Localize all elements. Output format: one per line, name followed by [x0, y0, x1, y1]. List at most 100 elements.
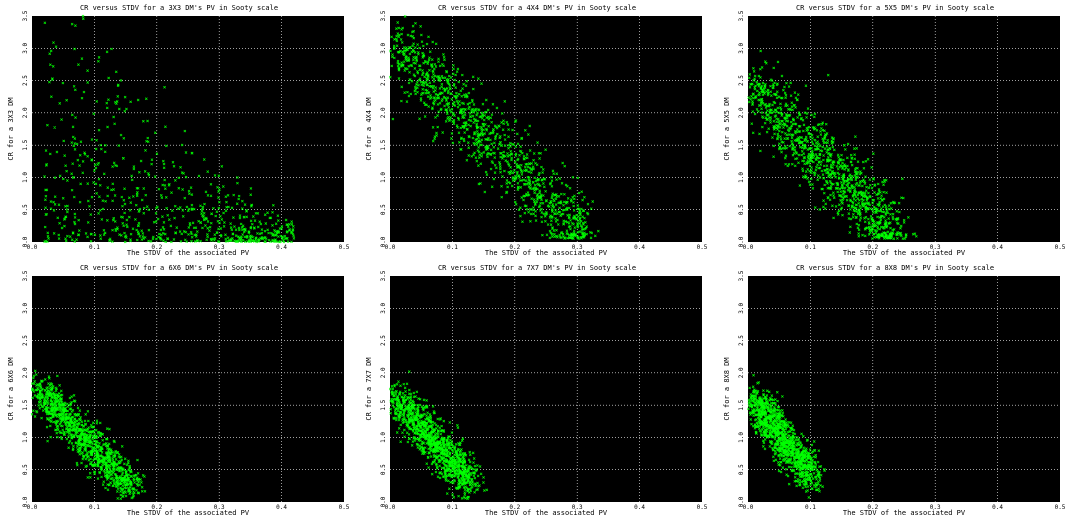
scatter-point: [156, 217, 160, 221]
scatter-point: [238, 214, 242, 217]
scatter-point: [462, 139, 466, 143]
chart-title: CR versus STDV for a 6X6 DM's PV in Soot…: [79, 264, 279, 272]
scatter-point: [165, 206, 168, 210]
scatter-point: [414, 21, 417, 25]
scatter-point: [558, 177, 562, 180]
scatter-point: [826, 196, 830, 199]
scatter-point: [556, 223, 560, 226]
scatter-point: [856, 166, 859, 170]
scatter-point: [445, 439, 449, 443]
scatter-point: [486, 146, 490, 150]
scatter-point: [825, 164, 829, 168]
scatter-point: [483, 132, 487, 135]
scatter-point: [66, 421, 70, 424]
scatter-point: [882, 237, 886, 240]
scatter-point: [266, 228, 269, 232]
scatter-point: [245, 209, 249, 212]
scatter-point: [409, 34, 413, 38]
scatter-point: [793, 145, 797, 149]
scatter-point: [779, 138, 783, 141]
scatter-point: [462, 82, 465, 86]
scatter-point: [805, 116, 808, 119]
scatter-point: [110, 240, 114, 243]
scatter-point: [891, 212, 895, 216]
scatter-point: [90, 445, 93, 449]
scatter-point: [457, 80, 461, 84]
scatter-point: [415, 58, 418, 62]
scatter-point: [452, 82, 456, 86]
scatter-point: [753, 77, 756, 81]
scatter-point: [105, 466, 109, 470]
scatter-point: [851, 215, 855, 219]
scatter-point: [877, 192, 880, 195]
scatter-point: [805, 126, 809, 130]
scatter-point: [465, 463, 468, 467]
scatter-point: [85, 433, 89, 437]
scatter-point: [859, 180, 862, 183]
scatter-point: [35, 388, 39, 392]
scatter-point: [390, 64, 394, 68]
scatter-point: [557, 195, 561, 198]
scatter-point: [98, 183, 102, 187]
scatter-point: [452, 469, 456, 473]
scatter-point: [63, 154, 67, 157]
scatter-point: [144, 149, 147, 152]
scatter-point: [120, 469, 124, 472]
scatter-point: [790, 136, 794, 140]
scatter-point: [828, 179, 832, 183]
scatter-point: [525, 207, 529, 211]
scatter-point: [101, 463, 104, 467]
scatter-point: [859, 216, 863, 220]
x-tick-label: 0.5: [339, 504, 350, 511]
scatter-point: [412, 417, 416, 420]
scatter-point: [761, 115, 764, 118]
scatter-point: [109, 469, 113, 473]
scatter-point: [472, 110, 475, 114]
scatter-point: [405, 67, 409, 71]
scatter-point: [392, 44, 396, 48]
scatter-point: [127, 468, 131, 472]
scatter-point: [816, 163, 819, 167]
scatter-point: [802, 123, 806, 127]
scatter-point: [873, 222, 876, 226]
scatter-point: [190, 239, 193, 243]
scatter-point: [113, 453, 117, 457]
scatter-point: [506, 185, 509, 189]
scatter-point: [532, 206, 535, 209]
scatter-point: [475, 113, 479, 117]
scatter-point: [412, 36, 416, 40]
scatter-point: [217, 196, 220, 199]
scatter-point: [203, 202, 206, 206]
scatter-point: [456, 105, 460, 109]
scatter-point: [468, 487, 472, 491]
scatter-point: [533, 191, 537, 195]
scatter-point: [857, 228, 861, 232]
scatter-point: [810, 169, 813, 172]
y-tick-label: 0.5: [738, 204, 745, 215]
scatter-point: [404, 390, 407, 393]
scatter-point: [117, 455, 121, 459]
scatter-point: [763, 60, 767, 63]
scatter-point: [771, 83, 775, 86]
scatter-point: [577, 191, 581, 195]
scatter-point: [89, 213, 93, 216]
scatter-point: [48, 424, 52, 428]
scatter-point: [472, 132, 476, 135]
scatter-point: [778, 122, 782, 126]
scatter-point: [142, 187, 146, 190]
scatter-point: [421, 87, 425, 91]
scatter-point: [153, 175, 157, 178]
scatter-point: [475, 130, 479, 133]
scatter-point: [559, 192, 563, 196]
scatter-point: [570, 233, 573, 237]
scatter-point: [443, 58, 446, 62]
scatter-point: [81, 457, 85, 461]
scatter-point: [508, 141, 512, 145]
scatter-point: [154, 211, 158, 215]
scatter-point: [777, 95, 781, 99]
scatter-point: [578, 209, 582, 213]
scatter-point: [829, 187, 833, 190]
scatter-point: [877, 232, 881, 236]
scatter-point: [98, 195, 101, 199]
scatter-point: [124, 478, 128, 482]
